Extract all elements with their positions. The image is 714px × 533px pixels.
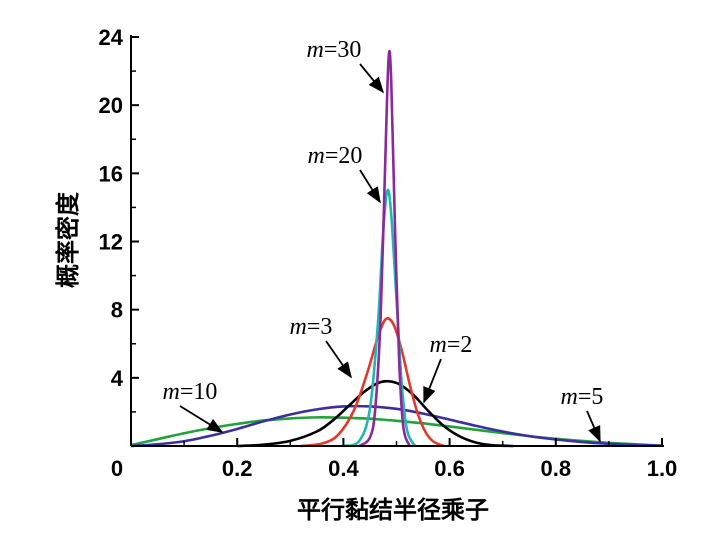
- annotations: m=30 m=20 m=3 m=2 m=10 m=5: [163, 37, 604, 443]
- series-line-m-3: [300, 317, 445, 448]
- x-tick-label: 0.2: [222, 456, 253, 481]
- annotation-arrow-m-10: [179, 405, 224, 433]
- series-layer: [130, 49, 663, 448]
- y-tick-label: 12: [99, 230, 123, 255]
- y-tick-label: 24: [99, 25, 124, 50]
- series-line-m-30: [358, 49, 412, 448]
- annotation-m-5: m=5: [561, 384, 604, 410]
- annotation-m-10: m=10: [163, 379, 218, 405]
- annotation-m-2: m=2: [430, 332, 473, 358]
- x-tick-label: 0.8: [541, 456, 572, 481]
- y-tick-label: 20: [99, 93, 123, 118]
- series-line-m-10: [130, 404, 663, 448]
- annotation-arrow-m-3: [325, 340, 352, 379]
- y-tick-label: 4: [111, 366, 124, 391]
- x-tick-label: 0.6: [434, 456, 465, 481]
- annotation-m-20: m=20: [308, 143, 363, 169]
- x-axis-title: 平行黏结半径乘子: [297, 496, 489, 524]
- y-tick-label: 16: [99, 161, 123, 186]
- axes: 0 0.2 0.4 0.6 0.8 1.0 4 8 12 16 20 24: [99, 25, 678, 481]
- series-line-m-2: [237, 379, 514, 448]
- y-tick-label: 8: [111, 298, 123, 323]
- annotation-arrow-m-20: [359, 169, 381, 204]
- series-line-m-20: [343, 188, 417, 448]
- annotation-m-30: m=30: [307, 37, 362, 63]
- annotation-arrow-m-5: [586, 410, 601, 443]
- annotation-arrow-m-30: [359, 63, 385, 94]
- x-tick-label: 1.0: [647, 456, 678, 481]
- x-tick-label: 0: [111, 456, 123, 481]
- annotation-arrow-m-2: [423, 358, 442, 404]
- annotation-m-3: m=3: [290, 314, 333, 340]
- y-axis-title: 概率密度: [54, 191, 82, 288]
- x-tick-label: 0.4: [328, 456, 359, 481]
